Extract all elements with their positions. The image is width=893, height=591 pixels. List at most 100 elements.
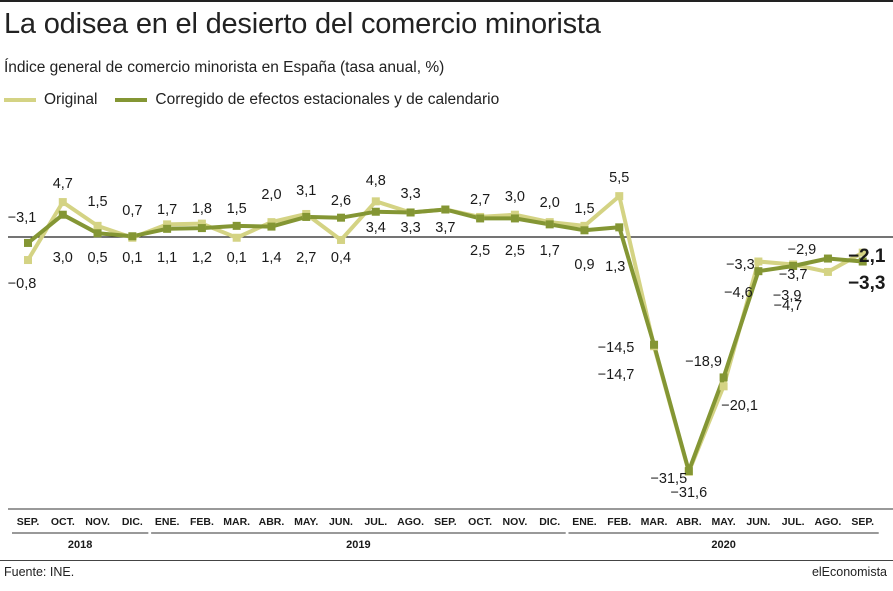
data-label-original: 4,8 bbox=[366, 173, 386, 189]
x-tick-label: JUN. bbox=[746, 516, 770, 528]
data-point-corrected bbox=[406, 208, 415, 217]
x-tick-label: SEP. bbox=[434, 516, 457, 528]
data-point-original bbox=[615, 192, 624, 201]
data-point-corrected bbox=[719, 373, 728, 382]
data-point-corrected bbox=[615, 223, 624, 232]
year-label: 2020 bbox=[711, 539, 735, 551]
data-point-corrected bbox=[858, 257, 867, 266]
data-label-corrected: 0,4 bbox=[331, 250, 351, 266]
data-label-original: 2,7 bbox=[470, 192, 490, 208]
data-point-original bbox=[93, 221, 102, 230]
data-label-original: 5,5 bbox=[609, 170, 629, 186]
data-label-corrected: 3,0 bbox=[53, 250, 73, 266]
x-tick-label: DIC. bbox=[122, 516, 143, 528]
data-point-original bbox=[754, 257, 763, 266]
chart-subtitle: Índice general de comercio minorista en … bbox=[4, 59, 445, 76]
x-tick-label: ENE. bbox=[572, 516, 597, 528]
data-point-corrected bbox=[823, 254, 832, 263]
data-label-original: 2,0 bbox=[540, 195, 560, 211]
data-point-original bbox=[719, 382, 728, 391]
data-point-corrected bbox=[93, 229, 102, 238]
chart-title: La odisea en el desierto del comercio mi… bbox=[4, 8, 601, 40]
x-tick-label: MAY. bbox=[712, 516, 736, 528]
data-point-corrected bbox=[197, 224, 206, 233]
legend-label-corrected: Corregido de efectos estacionales y de c… bbox=[155, 91, 500, 108]
data-label-original: 1,8 bbox=[192, 201, 212, 217]
data-point-original bbox=[163, 220, 172, 229]
data-label-corrected: 3,3 bbox=[400, 220, 420, 236]
x-tick-label: ABR. bbox=[676, 516, 702, 528]
data-point-corrected bbox=[789, 261, 798, 270]
line-chart: −3,1 −0,8 4,7 3,0 1,5 0,5 0,7 0,1 1,7 1,1 1,8 1,2 1,… bbox=[8, 170, 893, 551]
legend-item-corrected: Corregido de efectos estacionales y de c… bbox=[115, 91, 499, 109]
data-label-original: −14,5 bbox=[598, 340, 635, 356]
data-label-original: −3,7 bbox=[779, 267, 808, 283]
data-label-corrected: 1,1 bbox=[157, 250, 177, 266]
data-label-original: 3,0 bbox=[505, 189, 525, 205]
source-note: Fuente: INE. bbox=[4, 565, 75, 579]
data-point-corrected bbox=[267, 222, 276, 231]
data-label-original: −3,1 bbox=[8, 210, 37, 226]
x-tick-label: FEB. bbox=[190, 516, 214, 528]
data-label-corrected: −3,3 bbox=[848, 273, 886, 294]
data-label-corrected: 2,7 bbox=[296, 250, 316, 266]
x-tick-label: DIC. bbox=[539, 516, 560, 528]
x-tick-label: OCT. bbox=[51, 516, 75, 528]
x-tick-label: FEB. bbox=[607, 516, 631, 528]
data-point-original bbox=[24, 256, 32, 265]
series-line-corrected bbox=[26, 207, 865, 473]
data-point-corrected bbox=[510, 214, 519, 223]
brand-logo-text: elEconomista bbox=[811, 565, 887, 579]
x-tick-label: OCT. bbox=[468, 516, 492, 528]
data-label-corrected: −4,6 bbox=[724, 285, 753, 301]
data-point-original bbox=[267, 218, 276, 227]
x-tick-label: SEP. bbox=[17, 516, 40, 528]
data-label-corrected: 1,4 bbox=[261, 250, 281, 266]
legend-item-original: Original bbox=[4, 91, 97, 109]
x-tick-label: ENE. bbox=[155, 516, 180, 528]
x-tick-label: JUL. bbox=[782, 516, 805, 528]
x-tick-label: AGO. bbox=[397, 516, 424, 528]
data-point-corrected bbox=[441, 205, 450, 214]
data-point-corrected bbox=[650, 340, 659, 349]
data-label-corrected: −4,7 bbox=[774, 298, 803, 314]
x-tick-label: NOV. bbox=[503, 516, 528, 528]
legend-label-original: Original bbox=[44, 91, 98, 108]
data-point-corrected bbox=[337, 213, 346, 222]
data-label-original: 2,6 bbox=[331, 193, 351, 209]
data-label-corrected: −3,9 bbox=[773, 288, 802, 304]
data-label-corrected: 0,1 bbox=[227, 250, 247, 266]
x-tick-label: ABR. bbox=[259, 516, 285, 528]
x-tick-label: SEP. bbox=[851, 516, 874, 528]
data-label-original: 0,7 bbox=[122, 203, 142, 219]
x-tick-label: JUN. bbox=[329, 516, 353, 528]
data-label-corrected: 2,5 bbox=[505, 243, 525, 259]
data-label-original: −2,1 bbox=[848, 246, 886, 267]
legend: Original Corregido de efectos estacional… bbox=[4, 91, 517, 109]
data-label-original: 2,0 bbox=[261, 187, 281, 203]
data-label-original: 1,7 bbox=[157, 202, 177, 218]
data-point-corrected bbox=[302, 212, 311, 221]
x-tick-label: JUL. bbox=[364, 516, 387, 528]
data-label-corrected: 0,5 bbox=[87, 250, 107, 266]
data-label-corrected: 0,1 bbox=[122, 250, 142, 266]
x-tick-label: AGO. bbox=[815, 516, 842, 528]
data-point-corrected bbox=[24, 238, 32, 247]
data-point-original bbox=[58, 198, 67, 207]
x-tick-label: MAY. bbox=[294, 516, 318, 528]
data-point-corrected bbox=[580, 226, 589, 235]
top-rule bbox=[0, 0, 893, 2]
data-label-original: 1,5 bbox=[87, 194, 107, 210]
data-label-original: 3,7 bbox=[435, 220, 455, 236]
x-tick-label: MAR. bbox=[223, 516, 250, 528]
data-point-corrected bbox=[545, 220, 554, 229]
data-point-corrected bbox=[476, 214, 485, 223]
year-label: 2018 bbox=[68, 539, 92, 551]
data-label-original: 1,5 bbox=[574, 201, 594, 217]
data-label-corrected: 2,5 bbox=[470, 243, 490, 259]
data-point-corrected bbox=[58, 210, 67, 219]
year-label: 2019 bbox=[346, 539, 370, 551]
data-point-corrected bbox=[684, 467, 693, 476]
data-label-corrected: 0,9 bbox=[574, 257, 594, 273]
data-label-corrected: 1,7 bbox=[540, 243, 560, 259]
